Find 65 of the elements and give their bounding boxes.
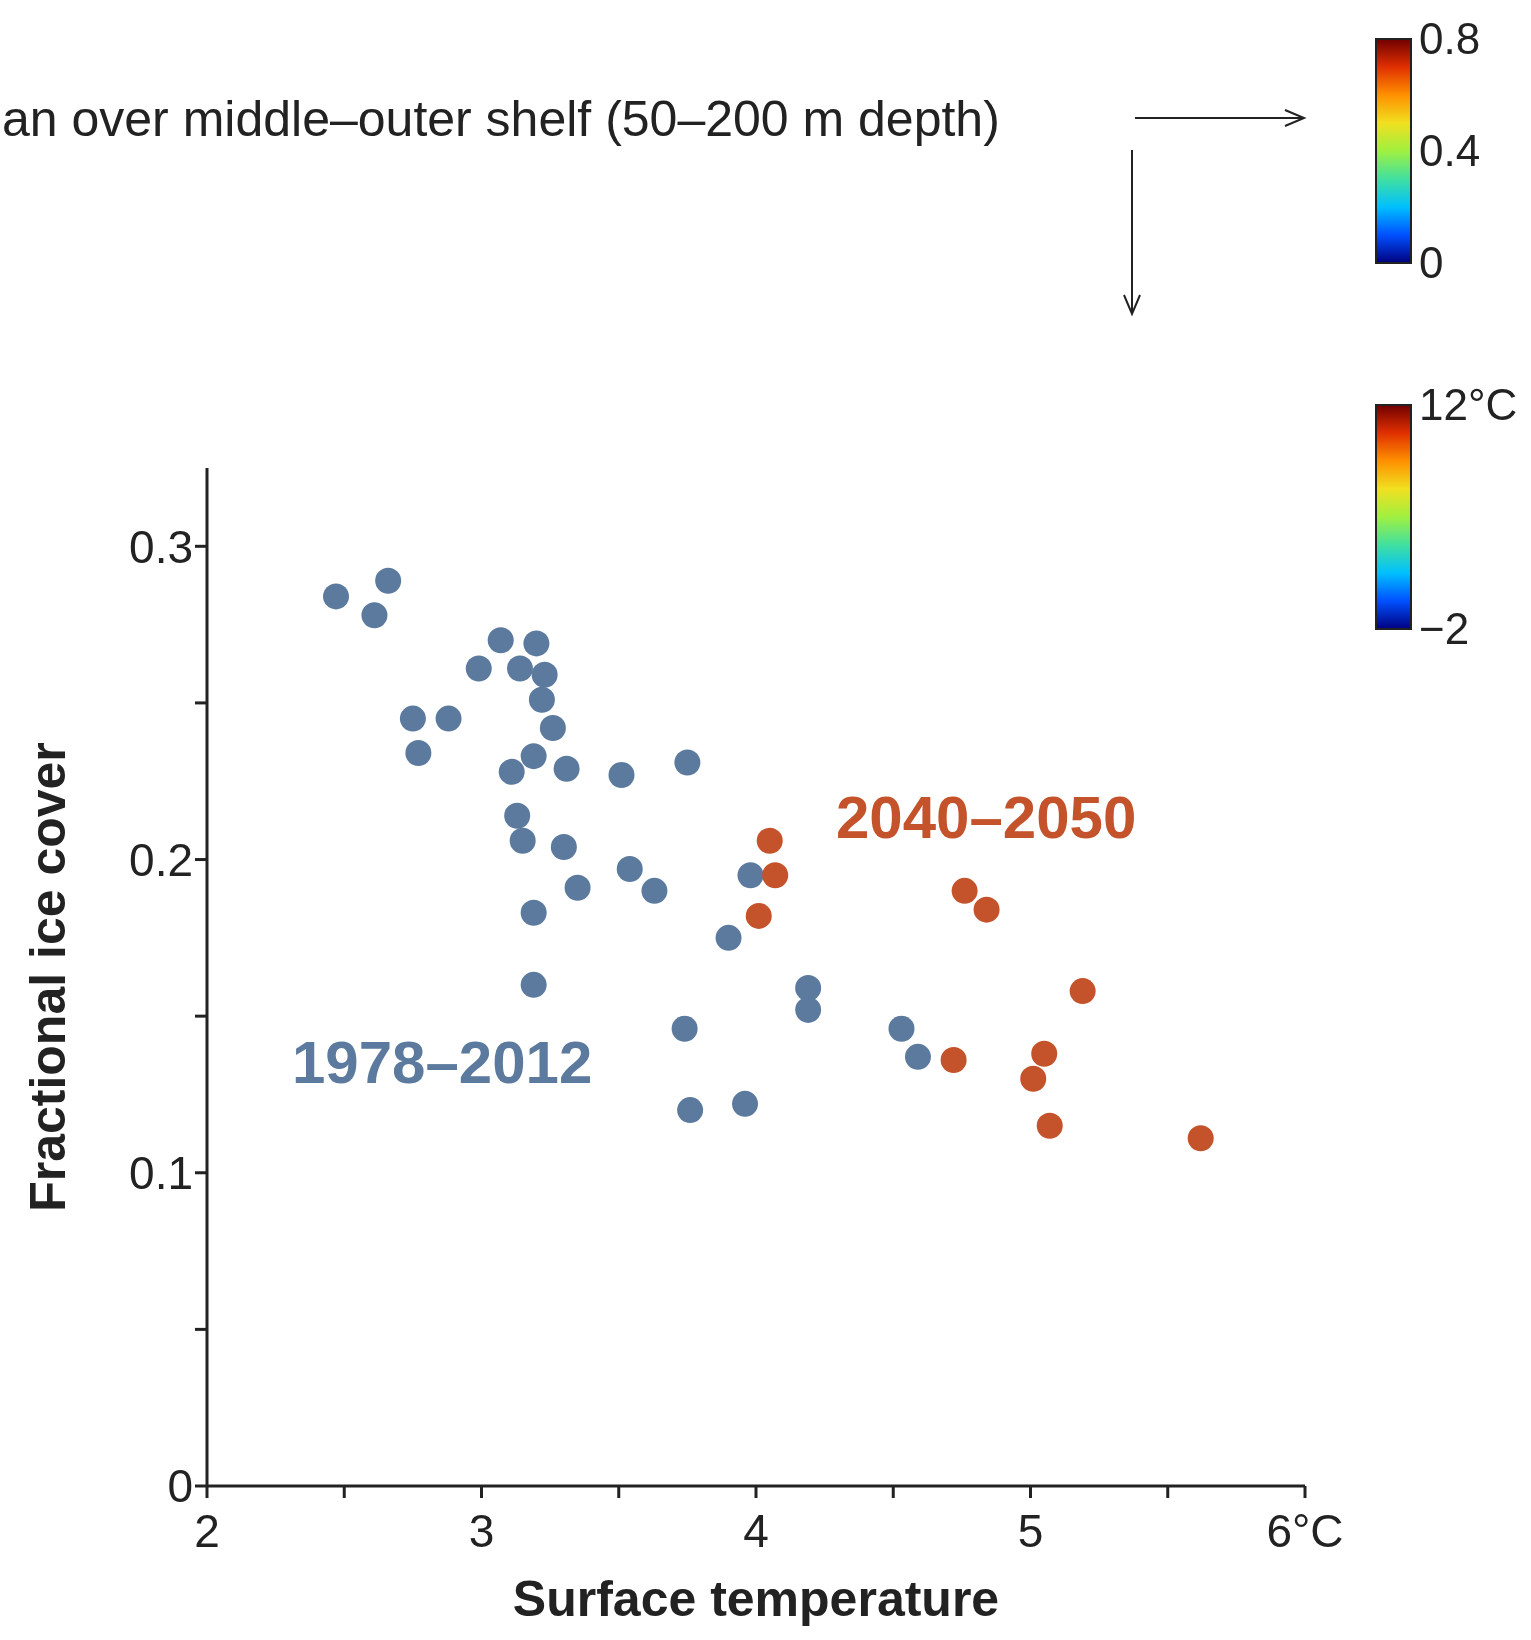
point [1031,1040,1058,1067]
point [904,1043,931,1070]
point [745,902,772,929]
x-tick-label: 4 [743,1504,769,1557]
point [715,924,742,951]
point [528,686,555,713]
point [616,855,643,882]
x-tick-label: 2 [194,1504,220,1557]
x-tick-label: 3 [468,1504,495,1557]
point [539,714,566,741]
point [737,862,764,889]
y-axis-title: Fractional ice cover [19,742,76,1212]
point [506,655,533,682]
x-tick-label: 6°C [1266,1504,1344,1557]
point [671,1015,698,1042]
point [405,740,432,767]
point [375,567,402,594]
x-tick-label: 5 [1017,1504,1044,1557]
point [1036,1112,1063,1139]
series-label: 1978–2012 [292,1028,593,1097]
y-tick-label: 0.1 [129,1147,193,1200]
text: 0 [1419,237,1444,289]
point [399,705,426,732]
point [520,899,547,926]
text: 12°C [1419,379,1518,431]
point [608,761,635,788]
point [504,802,531,829]
text: −2 [1419,603,1470,655]
point [323,583,350,610]
point [523,630,550,657]
point [641,877,668,904]
text: 0.8 [1419,13,1481,65]
point [888,1015,915,1042]
point [674,749,701,776]
point [951,877,978,904]
point [732,1090,759,1117]
x-axis-title: Surface temperature [512,1571,1000,1627]
point [550,834,577,861]
point [520,743,547,770]
point [564,874,591,901]
point [795,974,822,1001]
point [487,627,514,654]
point [509,827,536,854]
point [361,602,388,629]
series-label: 2040–2050 [836,783,1137,852]
y-tick-label: 0.3 [129,520,193,573]
point [756,827,783,854]
point [762,862,789,889]
point [465,655,492,682]
text: an over middle–outer shelf (50–200 m depth) [2,91,1000,147]
point [553,755,580,782]
text: 0.4 [1419,125,1481,177]
point [520,971,547,998]
point [498,758,525,785]
point [1069,978,1096,1005]
y-tick-label: 0 [167,1460,193,1513]
point [531,661,558,688]
point [435,705,462,732]
point [973,896,1000,923]
point [1020,1065,1047,1092]
point [795,996,822,1023]
y-tick-label: 0.2 [129,833,193,886]
point [940,1047,967,1074]
point [677,1097,704,1124]
point [1187,1125,1214,1152]
